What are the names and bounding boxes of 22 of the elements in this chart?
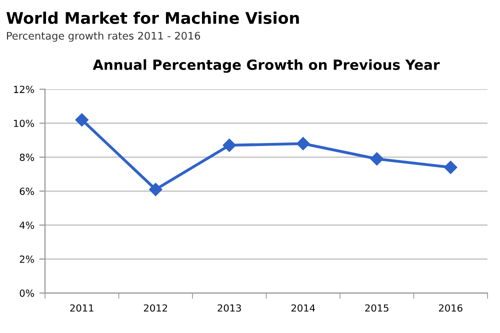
point bbox=[222, 138, 236, 152]
point bbox=[75, 113, 88, 126]
point bbox=[444, 160, 458, 174]
y-tick-label: 12% bbox=[14, 86, 34, 94]
y-tick-label: 0% bbox=[20, 290, 34, 297]
y-tick-label: 2% bbox=[20, 256, 34, 263]
chart-title: Annual Percentage Growth on Previous Year bbox=[92, 59, 440, 73]
point bbox=[370, 152, 384, 166]
point bbox=[149, 182, 162, 196]
point bbox=[296, 137, 310, 150]
x-tick-label: 2015 bbox=[365, 304, 388, 312]
x-tick-label: 2011 bbox=[70, 304, 94, 312]
y-tick-label: 4% bbox=[20, 222, 34, 229]
text: Percentage growth rates 2011 - 2016 bbox=[7, 32, 200, 42]
y-tick-label: 6% bbox=[20, 188, 34, 195]
x-tick-label: 2014 bbox=[291, 304, 315, 312]
text: World Market for Machine Vision bbox=[6, 12, 299, 24]
x-tick-label: 2012 bbox=[144, 304, 168, 312]
y-tick-label: 10% bbox=[14, 120, 34, 128]
y-tick-label: 8% bbox=[20, 154, 34, 162]
x-tick-label: 2013 bbox=[218, 304, 241, 312]
x-tick-label: 2016 bbox=[438, 304, 462, 312]
